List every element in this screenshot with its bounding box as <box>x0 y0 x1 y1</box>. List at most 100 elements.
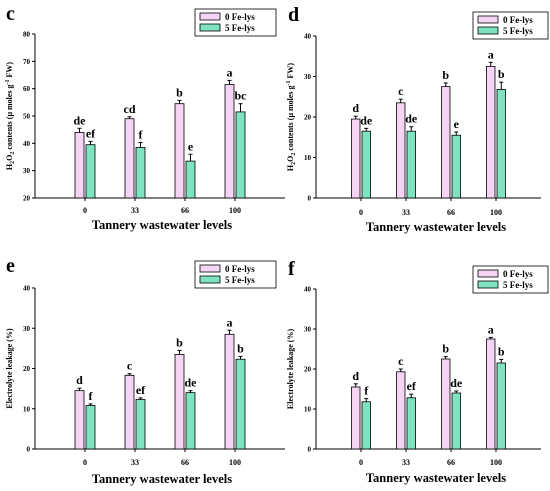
bar <box>235 358 246 450</box>
y-axis-title-part: 2 <box>291 153 297 156</box>
x-tick-label: 0 <box>359 208 363 217</box>
x-tick-label: 0 <box>83 206 87 215</box>
bar <box>351 118 361 199</box>
legend-swatch <box>477 269 499 278</box>
data-label: b <box>237 341 244 355</box>
y-axis-title: H2O2 contents (μ moles g-1 FW) <box>286 63 297 172</box>
data-label: e <box>454 117 460 131</box>
bar <box>224 333 235 450</box>
x-tick-label: 100 <box>490 208 502 217</box>
y-axis-title-part: contents (μ moles g <box>5 84 14 151</box>
bar <box>135 399 146 450</box>
x-tick-label: 33 <box>131 206 139 215</box>
data-label: e <box>188 139 194 153</box>
data-label: de <box>185 376 198 390</box>
y-axis-title-part: O <box>286 156 295 162</box>
data-label: c <box>398 84 404 98</box>
y-axis-title-part: -1 <box>5 79 11 84</box>
bar <box>185 160 196 199</box>
x-axis-title: Tannery wastewater levels <box>366 220 506 234</box>
bar <box>74 131 85 199</box>
y-axis-title-part: 2 <box>10 152 16 155</box>
x-tick-label: 0 <box>83 458 87 467</box>
y-tick-label: 50 <box>23 113 31 121</box>
legend-label: 0 Fe-lys <box>225 264 255 274</box>
data-label: f <box>89 389 94 403</box>
bar <box>396 371 406 450</box>
y-tick-label: 20 <box>304 366 312 374</box>
data-label: a <box>488 47 494 61</box>
legend-swatch <box>199 275 221 284</box>
legend-label: 5 Fe-lys <box>225 275 255 285</box>
y-axis-title-part: FW) <box>5 62 14 80</box>
data-label: a <box>227 315 233 329</box>
x-tick-label: 0 <box>359 458 363 467</box>
y-axis-title-part: -1 <box>286 80 292 85</box>
x-tick-label: 100 <box>490 458 502 467</box>
y-tick-label: 40 <box>23 285 31 293</box>
panel-letter: d <box>288 4 299 26</box>
data-label: f <box>139 128 144 142</box>
y-tick-label: 20 <box>304 114 312 122</box>
y-tick-label: 10 <box>23 405 31 413</box>
bar <box>361 401 371 450</box>
bar <box>124 374 135 450</box>
bar <box>406 130 416 199</box>
data-label: ef <box>407 379 417 393</box>
y-tick-label: 40 <box>304 33 312 41</box>
bar <box>135 147 146 199</box>
legend-label: 5 Fe-lys <box>225 23 255 33</box>
legend-label: 5 Fe-lys <box>503 26 533 36</box>
y-tick-label: 70 <box>23 58 31 66</box>
data-label: d <box>352 101 359 115</box>
legend-label: 5 Fe-lys <box>503 280 533 290</box>
y-tick-label: 40 <box>304 286 312 294</box>
data-label: d <box>76 373 83 387</box>
legend-label: 0 Fe-lys <box>503 269 533 279</box>
data-label: d <box>352 369 359 383</box>
data-label: b <box>498 344 505 358</box>
bar <box>351 386 361 450</box>
legend-swatch <box>477 26 499 35</box>
x-axis-title: Tannery wastewater levels <box>366 471 506 485</box>
legend-swatch <box>199 23 221 32</box>
y-tick-label: 0 <box>308 195 312 203</box>
bar <box>396 102 406 199</box>
y-tick-label: 30 <box>23 325 31 333</box>
data-label: c <box>398 354 404 368</box>
bar <box>235 111 246 199</box>
y-tick-label: 0 <box>308 446 312 454</box>
bar <box>361 130 371 199</box>
data-label: de <box>405 112 418 126</box>
data-label: a <box>488 322 494 336</box>
y-tick-label: 80 <box>23 31 31 39</box>
y-axis-title-part: H <box>286 164 295 171</box>
y-axis-title-part: FW) <box>286 63 295 81</box>
legend-swatch <box>199 264 221 273</box>
y-tick-label: 30 <box>23 167 31 175</box>
bar <box>496 89 506 199</box>
bar <box>441 86 451 199</box>
y-axis-title-part: H <box>5 163 14 170</box>
bar <box>496 362 506 450</box>
x-tick-label: 33 <box>402 458 410 467</box>
panel-letter: e <box>6 255 15 277</box>
bar <box>185 392 196 450</box>
x-tick-label: 33 <box>131 458 139 467</box>
data-label: f <box>364 384 369 398</box>
y-tick-label: 40 <box>23 140 31 148</box>
bar <box>486 65 496 199</box>
bar <box>441 358 451 450</box>
data-label: ef <box>136 383 146 397</box>
y-axis-title-part: 2 <box>10 161 16 164</box>
data-label: de <box>450 376 463 390</box>
bar <box>85 144 96 199</box>
bar <box>486 338 496 450</box>
x-tick-label: 66 <box>181 458 189 467</box>
y-tick-label: 30 <box>304 326 312 334</box>
